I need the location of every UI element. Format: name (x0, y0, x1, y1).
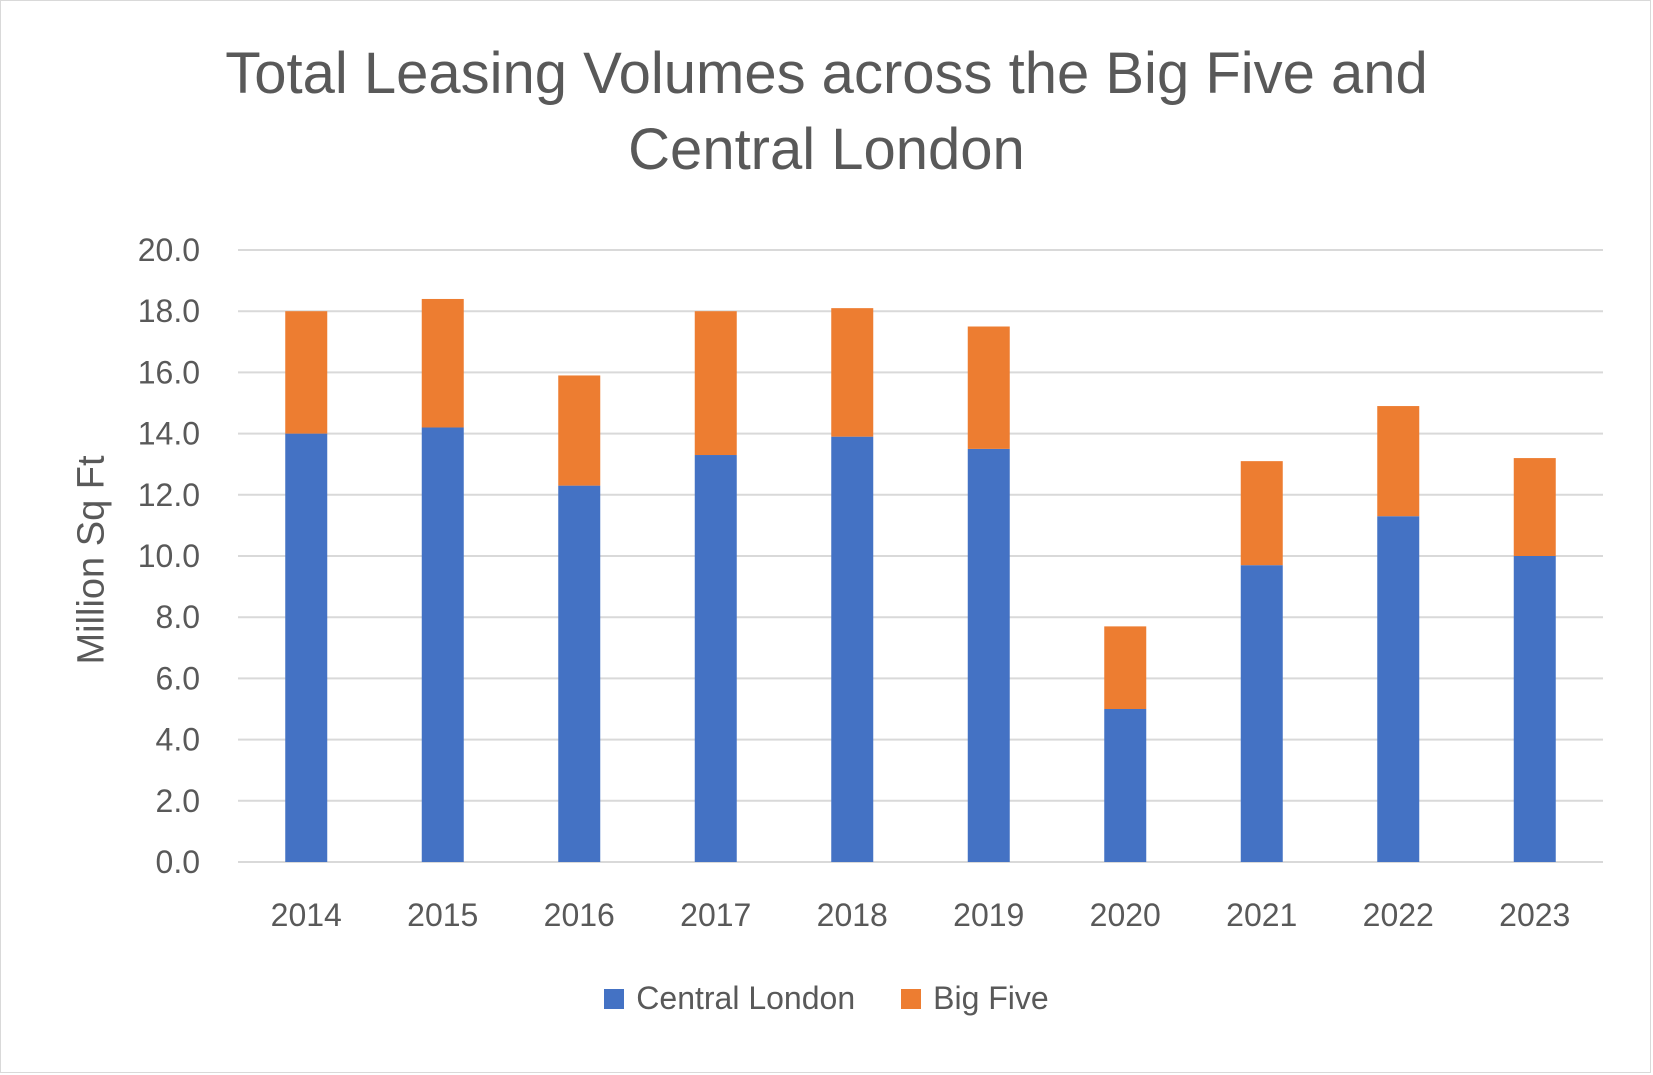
x-tick-label: 2023 (1499, 897, 1570, 933)
bar-central-london-2019 (967, 448, 1010, 862)
x-tick-label: 2021 (1226, 897, 1297, 933)
x-tick-label: 2022 (1363, 897, 1434, 933)
bar-big-five-2017 (694, 311, 737, 456)
bar-big-five-2014 (285, 311, 328, 434)
bar-central-london-2017 (694, 455, 737, 862)
legend-label-central-london: Central London (636, 980, 856, 1016)
bar-central-london-2020 (1104, 709, 1147, 862)
legend-swatch-big-five (901, 988, 922, 1009)
y-tick-label: 0.0 (156, 844, 200, 880)
y-tick-labels: 0.0 2.0 4.0 6.0 8.0 10.0 12.0 14.0 16.0 18.0 20.0 (138, 232, 200, 880)
y-tick-label: 12.0 (138, 477, 200, 513)
legend-item-big-five: Big Five (901, 980, 1049, 1017)
legend: Central London Big Five (0, 980, 1653, 1017)
y-tick-label: 18.0 (138, 293, 200, 329)
y-tick-label: 6.0 (156, 660, 200, 696)
x-tick-label: 2018 (817, 897, 888, 933)
bar-central-london-2015 (421, 427, 464, 862)
bar-big-five-2018 (831, 308, 874, 437)
bar-big-five-2021 (1240, 461, 1283, 566)
y-tick-label: 4.0 (156, 722, 200, 758)
x-tick-label: 2017 (680, 897, 751, 933)
x-tick-label: 2020 (1090, 897, 1161, 933)
bar-central-london-2021 (1240, 565, 1283, 862)
x-tick-label: 2019 (953, 897, 1024, 933)
y-tick-label: 16.0 (138, 354, 200, 390)
bar-central-london-2022 (1377, 516, 1420, 862)
bar-big-five-2022 (1377, 406, 1420, 517)
y-tick-label: 14.0 (138, 416, 200, 452)
bar-central-london-2018 (831, 436, 874, 862)
x-tick-labels: 2014 2015 2016 2017 2018 2019 2020 2021 2022 2023 (271, 897, 1571, 933)
x-tick-label: 2015 (407, 897, 478, 933)
bar-central-london-2014 (285, 433, 328, 862)
y-tick-label: 2.0 (156, 783, 200, 819)
legend-swatch-central-london (604, 988, 625, 1009)
legend-label-big-five: Big Five (933, 980, 1049, 1016)
bar-central-london-2016 (558, 485, 601, 862)
gridlines (238, 249, 1603, 863)
y-tick-label: 8.0 (156, 599, 200, 635)
bar-big-five-2020 (1104, 626, 1147, 709)
x-tick-label: 2016 (544, 897, 615, 933)
legend-item-central-london: Central London (604, 980, 855, 1017)
bar-big-five-2019 (967, 326, 1010, 449)
chart-title: Total Leasing Volumes across the Big Fiv… (225, 41, 1428, 182)
bar-central-london-2023 (1513, 556, 1556, 862)
bar-big-five-2015 (421, 298, 464, 428)
bar-big-five-2023 (1513, 458, 1556, 556)
y-tick-label: 20.0 (138, 232, 200, 268)
y-tick-label: 10.0 (138, 538, 200, 574)
bar-big-five-2016 (558, 375, 601, 486)
x-tick-label: 2014 (271, 897, 342, 933)
bars (285, 298, 1556, 862)
